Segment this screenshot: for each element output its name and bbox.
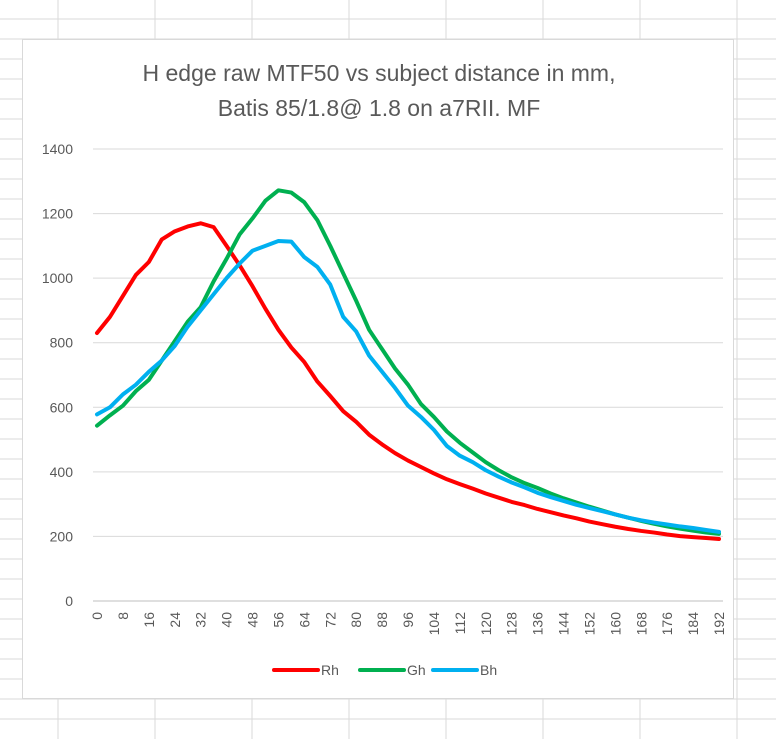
line-chart: H edge raw MTF50 vs subject distance in … <box>42 60 727 678</box>
x-tick-label: 144 <box>556 612 572 636</box>
x-tick-label: 8 <box>115 612 131 620</box>
legend-label-rh: Rh <box>321 662 339 678</box>
legend: Rh Gh Bh <box>272 662 497 678</box>
x-tick-label: 24 <box>167 612 183 628</box>
series-line-bh <box>95 239 721 534</box>
x-tick-label: 56 <box>270 612 286 628</box>
x-tick-label: 160 <box>607 612 623 636</box>
chart-area[interactable]: H edge raw MTF50 vs subject distance in … <box>22 39 734 699</box>
x-tick-label: 152 <box>581 612 597 636</box>
x-tick-label: 88 <box>374 612 390 628</box>
legend-label-gh: Gh <box>407 662 426 678</box>
x-tick-label: 168 <box>633 612 649 636</box>
x-tick-label: 176 <box>659 612 675 636</box>
y-tick-label: 1000 <box>42 270 73 286</box>
x-tick-label: 120 <box>478 612 494 636</box>
x-tick-label: 64 <box>296 612 312 628</box>
y-tick-label: 0 <box>65 593 73 609</box>
series-line-gh <box>95 188 721 536</box>
x-tick-label: 72 <box>322 612 338 628</box>
x-tick-label: 128 <box>504 612 520 636</box>
y-tick-label: 200 <box>50 528 74 544</box>
chart-title-line-2: Batis 85/1.8@ 1.8 on a7RII. MF <box>218 95 541 121</box>
x-tick-label: 48 <box>245 612 261 628</box>
x-tick-label: 40 <box>219 612 235 628</box>
x-tick-label: 96 <box>400 612 416 628</box>
y-tick-label: 800 <box>50 335 74 351</box>
x-tick-label: 184 <box>685 612 701 636</box>
x-tick-label: 192 <box>711 612 727 636</box>
x-axis-tick-labels: 0 8 16 24 32 40 48 56 64 72 80 88 96 104 112 120 128 136 1… <box>89 612 727 636</box>
series-lines <box>95 188 721 542</box>
y-tick-label: 1400 <box>42 141 73 157</box>
x-tick-label: 80 <box>348 612 364 628</box>
series-line-rh <box>95 221 721 542</box>
x-tick-label: 0 <box>89 612 105 620</box>
y-tick-label: 1200 <box>42 206 73 222</box>
x-tick-label: 136 <box>530 612 546 636</box>
x-tick-label: 32 <box>193 612 209 628</box>
horizontal-gridlines <box>93 148 723 602</box>
x-tick-label: 112 <box>452 612 468 635</box>
y-tick-label: 400 <box>50 464 74 480</box>
y-axis-tick-labels: 0 200 400 600 800 1000 1200 1400 <box>42 141 73 609</box>
y-tick-label: 600 <box>50 399 74 415</box>
chart-title-line-1: H edge raw MTF50 vs subject distance in … <box>143 60 616 86</box>
x-tick-label: 104 <box>426 612 442 636</box>
x-tick-label: 16 <box>141 612 157 628</box>
legend-label-bh: Bh <box>480 662 497 678</box>
